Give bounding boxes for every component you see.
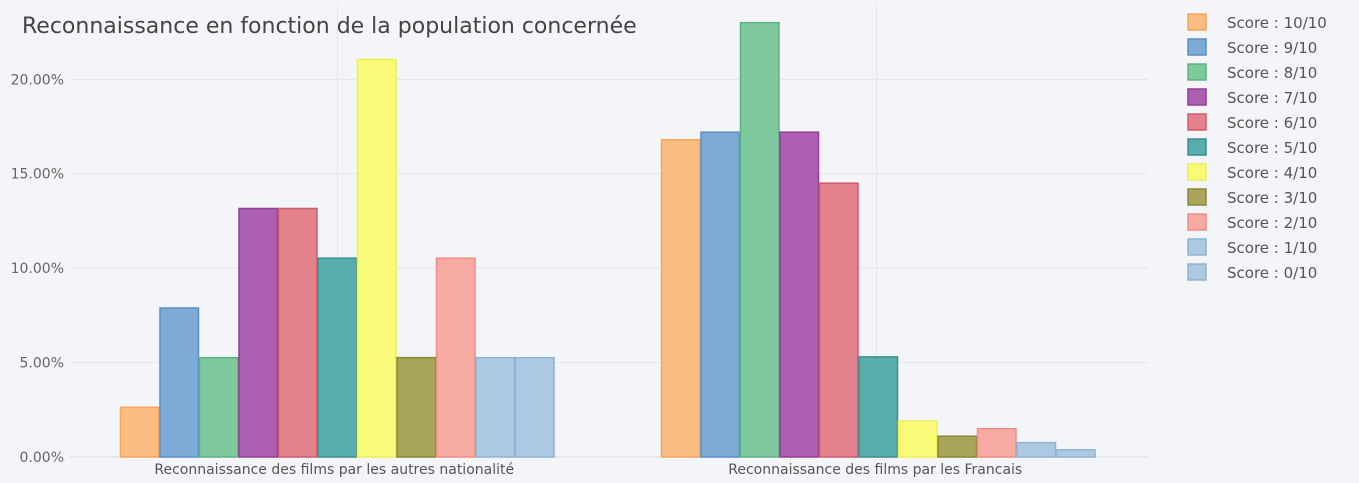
y-tick-label: 0.00% bbox=[20, 450, 64, 466]
legend-swatch bbox=[1187, 63, 1207, 81]
y-tick-label: 5.00% bbox=[20, 356, 64, 372]
bar-1-10-1[interactable] bbox=[475, 356, 516, 458]
bar-10-10-1[interactable] bbox=[119, 406, 160, 458]
legend-label: Score : 10/10 bbox=[1227, 14, 1327, 32]
bar-6-10-2[interactable] bbox=[818, 182, 859, 458]
x-category-label: Reconnaissance des films par les Francai… bbox=[728, 462, 1022, 478]
bar-4-10-2[interactable] bbox=[897, 420, 938, 458]
legend-label: Score : 9/10 bbox=[1227, 39, 1317, 57]
legend-item[interactable]: Score : 4/10 bbox=[1187, 163, 1317, 182]
bar-9-10-2[interactable] bbox=[700, 131, 741, 458]
legend-swatch bbox=[1187, 238, 1207, 256]
bar-5-10-2[interactable] bbox=[858, 356, 899, 458]
legend-swatch bbox=[1187, 188, 1207, 206]
legend-item[interactable]: Score : 10/10 bbox=[1187, 13, 1327, 32]
legend-swatch bbox=[1187, 13, 1207, 31]
bar-7-10-1[interactable] bbox=[238, 207, 279, 458]
legend-item[interactable]: Score : 7/10 bbox=[1187, 88, 1317, 107]
x-category-labels: Reconnaissance des films par les autres … bbox=[154, 462, 1022, 478]
y-tick-label: 10.00% bbox=[11, 261, 64, 277]
y-tick-label: 15.00% bbox=[11, 167, 64, 183]
bar-8-10-1[interactable] bbox=[198, 356, 239, 458]
legend-swatch bbox=[1187, 113, 1207, 131]
legend-item[interactable]: Score : 1/10 bbox=[1187, 238, 1317, 257]
legend-item[interactable]: Score : 5/10 bbox=[1187, 138, 1317, 157]
y-tick-labels: 0.00% 5.00% 10.00% 15.00% 20.00% bbox=[11, 72, 64, 466]
legend-label: Score : 8/10 bbox=[1227, 64, 1317, 82]
bar-8-10-2[interactable] bbox=[739, 21, 780, 458]
bar-7-10-2[interactable] bbox=[779, 131, 820, 458]
legend-swatch bbox=[1187, 88, 1207, 106]
legend-label: Score : 6/10 bbox=[1227, 114, 1317, 132]
bar-3-10-2[interactable] bbox=[937, 435, 978, 458]
y-tick-label: 20.00% bbox=[11, 72, 64, 88]
bar-9-10-1[interactable] bbox=[159, 307, 200, 458]
legend-label: Score : 5/10 bbox=[1227, 139, 1317, 157]
legend-item[interactable]: Score : 3/10 bbox=[1187, 188, 1317, 207]
legend-swatch bbox=[1187, 263, 1207, 281]
legend-swatch bbox=[1187, 163, 1207, 181]
legend-label: Score : 4/10 bbox=[1227, 164, 1317, 182]
legend[interactable]: Score : 10/10 Score : 9/10 Score : 8/10 Sco… bbox=[1187, 13, 1327, 282]
chart-title: Reconnaissance en fonction de la populat… bbox=[22, 14, 637, 39]
legend-swatch bbox=[1187, 213, 1207, 231]
bar-5-10-1[interactable] bbox=[317, 257, 358, 458]
legend-label: Score : 0/10 bbox=[1227, 264, 1317, 282]
bar-0-10-2[interactable] bbox=[1055, 449, 1096, 458]
bar-2-10-2[interactable] bbox=[976, 427, 1017, 458]
legend-item[interactable]: Score : 8/10 bbox=[1187, 63, 1317, 82]
legend-swatch bbox=[1187, 138, 1207, 156]
legend-item[interactable]: Score : 9/10 bbox=[1187, 38, 1317, 57]
legend-label: Score : 2/10 bbox=[1227, 214, 1317, 232]
legend-label: Score : 1/10 bbox=[1227, 239, 1317, 257]
bar-2-10-1[interactable] bbox=[435, 257, 476, 458]
bar-0-10-1[interactable] bbox=[514, 356, 555, 458]
bars-group bbox=[119, 21, 1096, 458]
bar-3-10-1[interactable] bbox=[396, 356, 437, 458]
bar-4-10-1[interactable] bbox=[356, 58, 397, 458]
legend-swatch bbox=[1187, 38, 1207, 56]
x-category-label: Reconnaissance des films par les autres … bbox=[154, 462, 514, 478]
bar-6-10-1[interactable] bbox=[277, 207, 318, 458]
bar-1-10-2[interactable] bbox=[1016, 441, 1057, 458]
legend-label: Score : 7/10 bbox=[1227, 89, 1317, 107]
legend-item[interactable]: Score : 0/10 bbox=[1187, 263, 1317, 282]
legend-item[interactable]: Score : 6/10 bbox=[1187, 113, 1317, 132]
legend-label: Score : 3/10 bbox=[1227, 189, 1317, 207]
bar-10-10-2[interactable] bbox=[660, 138, 701, 458]
legend-item[interactable]: Score : 2/10 bbox=[1187, 213, 1317, 232]
